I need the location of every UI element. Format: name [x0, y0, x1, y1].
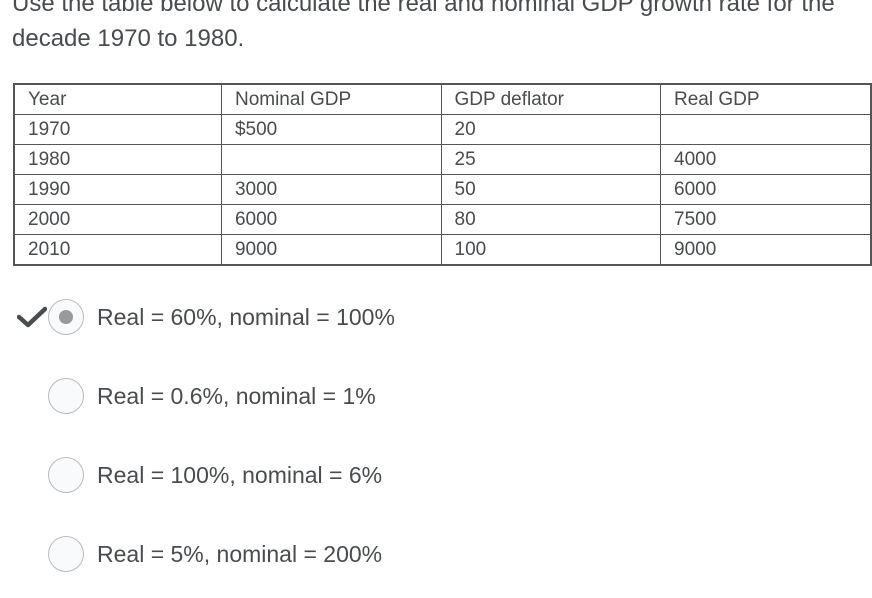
table-cell: 1980 — [13, 144, 222, 175]
table-cell: 4000 — [660, 144, 872, 175]
answer-option-4[interactable]: Real = 5%, nominal = 200% — [17, 534, 382, 574]
table-cell: 1990 — [13, 174, 222, 205]
answer-option-label: Real = 0.6%, nominal = 1% — [97, 382, 376, 409]
answer-option-label: Real = 5%, nominal = 200% — [97, 540, 383, 567]
radio-button[interactable] — [48, 378, 84, 414]
table-cell: 3000 — [220, 174, 442, 205]
radio-button[interactable] — [48, 536, 84, 572]
table-cell: 2000 — [13, 204, 222, 235]
table-cell: 50 — [440, 174, 661, 205]
table-cell — [220, 144, 442, 175]
table-cell: 9000 — [220, 234, 442, 266]
checkmark-icon — [17, 297, 47, 337]
table-cell: 7500 — [660, 204, 872, 235]
table-header-row: Year Nominal GDP GDP deflator Real GDP — [13, 83, 872, 115]
check-placeholder — [17, 455, 47, 495]
radio-button-selected[interactable] — [48, 299, 84, 335]
column-header-gdp-deflator: GDP deflator — [440, 83, 661, 115]
answer-option-label: Real = 60%, nominal = 100% — [97, 303, 395, 330]
table-row: 2010 9000 100 9000 — [13, 234, 872, 266]
gdp-table: Year Nominal GDP GDP deflator Real GDP 1… — [13, 83, 872, 266]
answer-option-2[interactable]: Real = 0.6%, nominal = 1% — [17, 376, 376, 416]
table-cell: 2010 — [13, 234, 222, 266]
table-cell: 80 — [440, 204, 661, 235]
check-placeholder — [17, 376, 47, 416]
table-cell: 6000 — [660, 174, 872, 205]
column-header-year: Year — [13, 83, 222, 115]
radio-selected-dot — [59, 310, 73, 324]
answer-option-1[interactable]: Real = 60%, nominal = 100% — [17, 297, 395, 337]
check-placeholder — [17, 534, 47, 574]
table-cell: 1970 — [13, 114, 222, 145]
table-row: 1990 3000 50 6000 — [13, 174, 872, 205]
table-row: 2000 6000 80 7500 — [13, 204, 872, 235]
answer-option-label: Real = 100%, nominal = 6% — [97, 461, 383, 488]
table-cell: 25 — [440, 144, 661, 175]
table-row: 1980 25 4000 — [13, 144, 872, 175]
table-cell — [660, 114, 872, 145]
table-cell: 100 — [440, 234, 661, 266]
radio-button[interactable] — [48, 457, 84, 493]
table-cell: 20 — [440, 114, 661, 145]
question-text: Use the table below to calculate the rea… — [12, 0, 835, 52]
table-cell: $500 — [220, 114, 442, 145]
table-cell: 6000 — [220, 204, 442, 235]
column-header-real-gdp: Real GDP — [660, 83, 872, 115]
answer-option-3[interactable]: Real = 100%, nominal = 6% — [17, 455, 382, 495]
table-row: 1970 $500 20 — [13, 114, 872, 145]
table-cell: 9000 — [660, 234, 872, 266]
column-header-nominal-gdp: Nominal GDP — [220, 83, 442, 115]
